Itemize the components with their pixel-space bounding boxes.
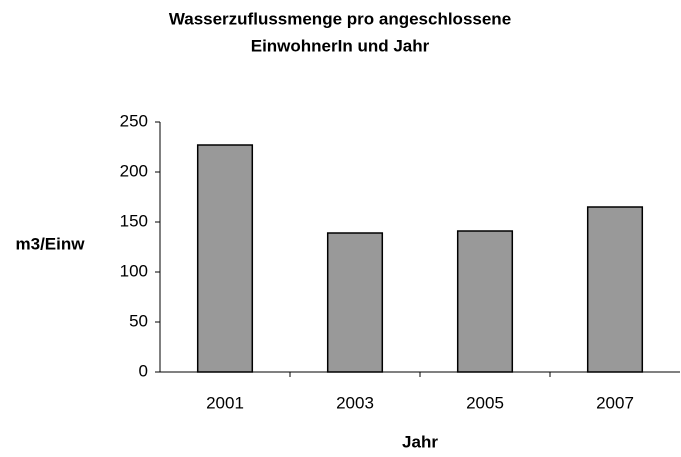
chart-title: Wasserzuflussmenge pro angeschlossene: [169, 9, 511, 28]
bar: [586, 206, 644, 373]
bar: [326, 232, 384, 373]
y-axis-label: m3/Einw: [16, 234, 86, 253]
x-tick-label: 2007: [596, 393, 634, 412]
y-tick-label: 200: [120, 161, 148, 180]
y-tick-label: 250: [120, 111, 148, 130]
bar: [196, 144, 254, 373]
y-tick-label: 100: [120, 261, 148, 280]
x-tick-label: 2001: [206, 393, 244, 412]
x-tick-label: 2003: [336, 393, 374, 412]
y-tick-label: 0: [139, 361, 148, 380]
x-tick-label: 2005: [466, 393, 504, 412]
bar: [456, 230, 514, 373]
y-tick-label: 50: [129, 311, 148, 330]
x-axis-label: Jahr: [402, 432, 438, 451]
y-tick-label: 150: [120, 211, 148, 230]
chart-title: EinwohnerIn und Jahr: [251, 36, 430, 55]
